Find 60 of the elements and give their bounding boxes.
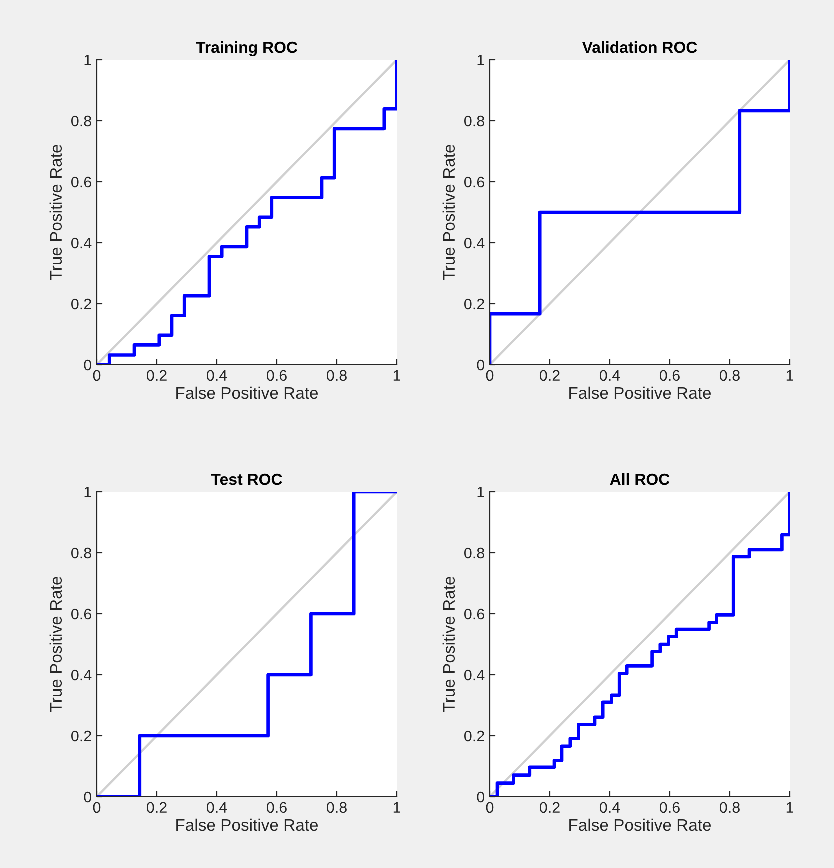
x-tick-label: 0.6 [660,370,680,382]
y-tick-label: 0.2 [464,298,484,310]
x-tick-label: 0.8 [326,370,347,382]
y-tick-label: 1 [478,55,484,66]
chart-title: All ROC [610,473,670,486]
x-tick-label: 0.6 [660,802,680,814]
x-tick-label: 0.6 [266,802,287,814]
y-tick-label: 0.4 [72,238,92,249]
x-tick-label: 0 [486,370,494,382]
x-tick-label: 0.6 [266,370,287,382]
y-tick-label: 0.2 [72,298,92,310]
x-tick-label: 0.2 [146,802,167,814]
y-tick-label: 0.8 [464,116,484,127]
y-tick-label: 0.6 [72,608,92,620]
y-tick-label: 0.6 [464,176,484,188]
y-tick-label: 0.8 [464,548,484,559]
x-tick-label: 0.8 [720,370,740,382]
x-tick-label: 0.4 [206,370,228,382]
y-axis-title: True Positive Rate [50,577,62,712]
y-tick-label: 0.2 [464,730,484,742]
x-axis-title: False Positive Rate [570,386,712,400]
y-tick-label: 0 [477,792,485,803]
chart-title: Test ROC [211,474,282,486]
y-tick-label: 0.8 [72,116,92,127]
x-tick-label: 0.2 [540,802,560,814]
chart-title: Validation ROC [582,41,698,54]
y-tick-label: 0.6 [72,176,92,188]
x-tick-label: 0.4 [600,802,620,814]
y-tick-label: 0.8 [72,548,92,559]
y-axis-title: True Positive Rate [442,145,456,280]
y-tick-label: 0.2 [72,730,92,742]
x-tick-label: 1 [394,370,401,381]
x-tick-label: 0.8 [720,802,740,814]
x-tick-label: 1 [786,802,794,813]
x-tick-label: 0 [486,802,494,814]
x-tick-label: 0.4 [206,802,228,814]
y-tick-label: 0 [84,360,92,371]
y-tick-label: 0.4 [464,238,485,249]
x-tick-label: 0.2 [540,370,560,382]
y-tick-label: 1 [478,487,484,498]
x-tick-label: 0.4 [600,370,620,382]
x-tick-label: 0.8 [326,802,347,814]
y-tick-label: 0 [477,360,485,371]
x-tick-label: 1 [394,802,401,813]
x-tick-label: 0 [93,370,101,382]
x-axis-title: False Positive Rate [570,818,712,832]
y-tick-label: 0.6 [464,608,484,620]
x-tick-label: 0.2 [146,370,167,382]
x-axis-title: False Positive Rate [176,818,318,832]
y-tick-label: 0 [84,792,92,803]
y-tick-label: 0.4 [72,670,92,681]
x-tick-label: 0 [93,802,101,814]
y-axis-title: True Positive Rate [442,577,456,712]
y-axis-title: True Positive Rate [50,145,62,280]
y-tick-label: 1 [84,55,92,66]
chart-title: Training ROC [196,41,298,56]
y-tick-label: 0.4 [464,670,485,681]
x-axis-title: False Positive Rate [176,386,318,400]
y-tick-label: 1 [84,487,92,498]
x-tick-label: 1 [786,370,794,381]
